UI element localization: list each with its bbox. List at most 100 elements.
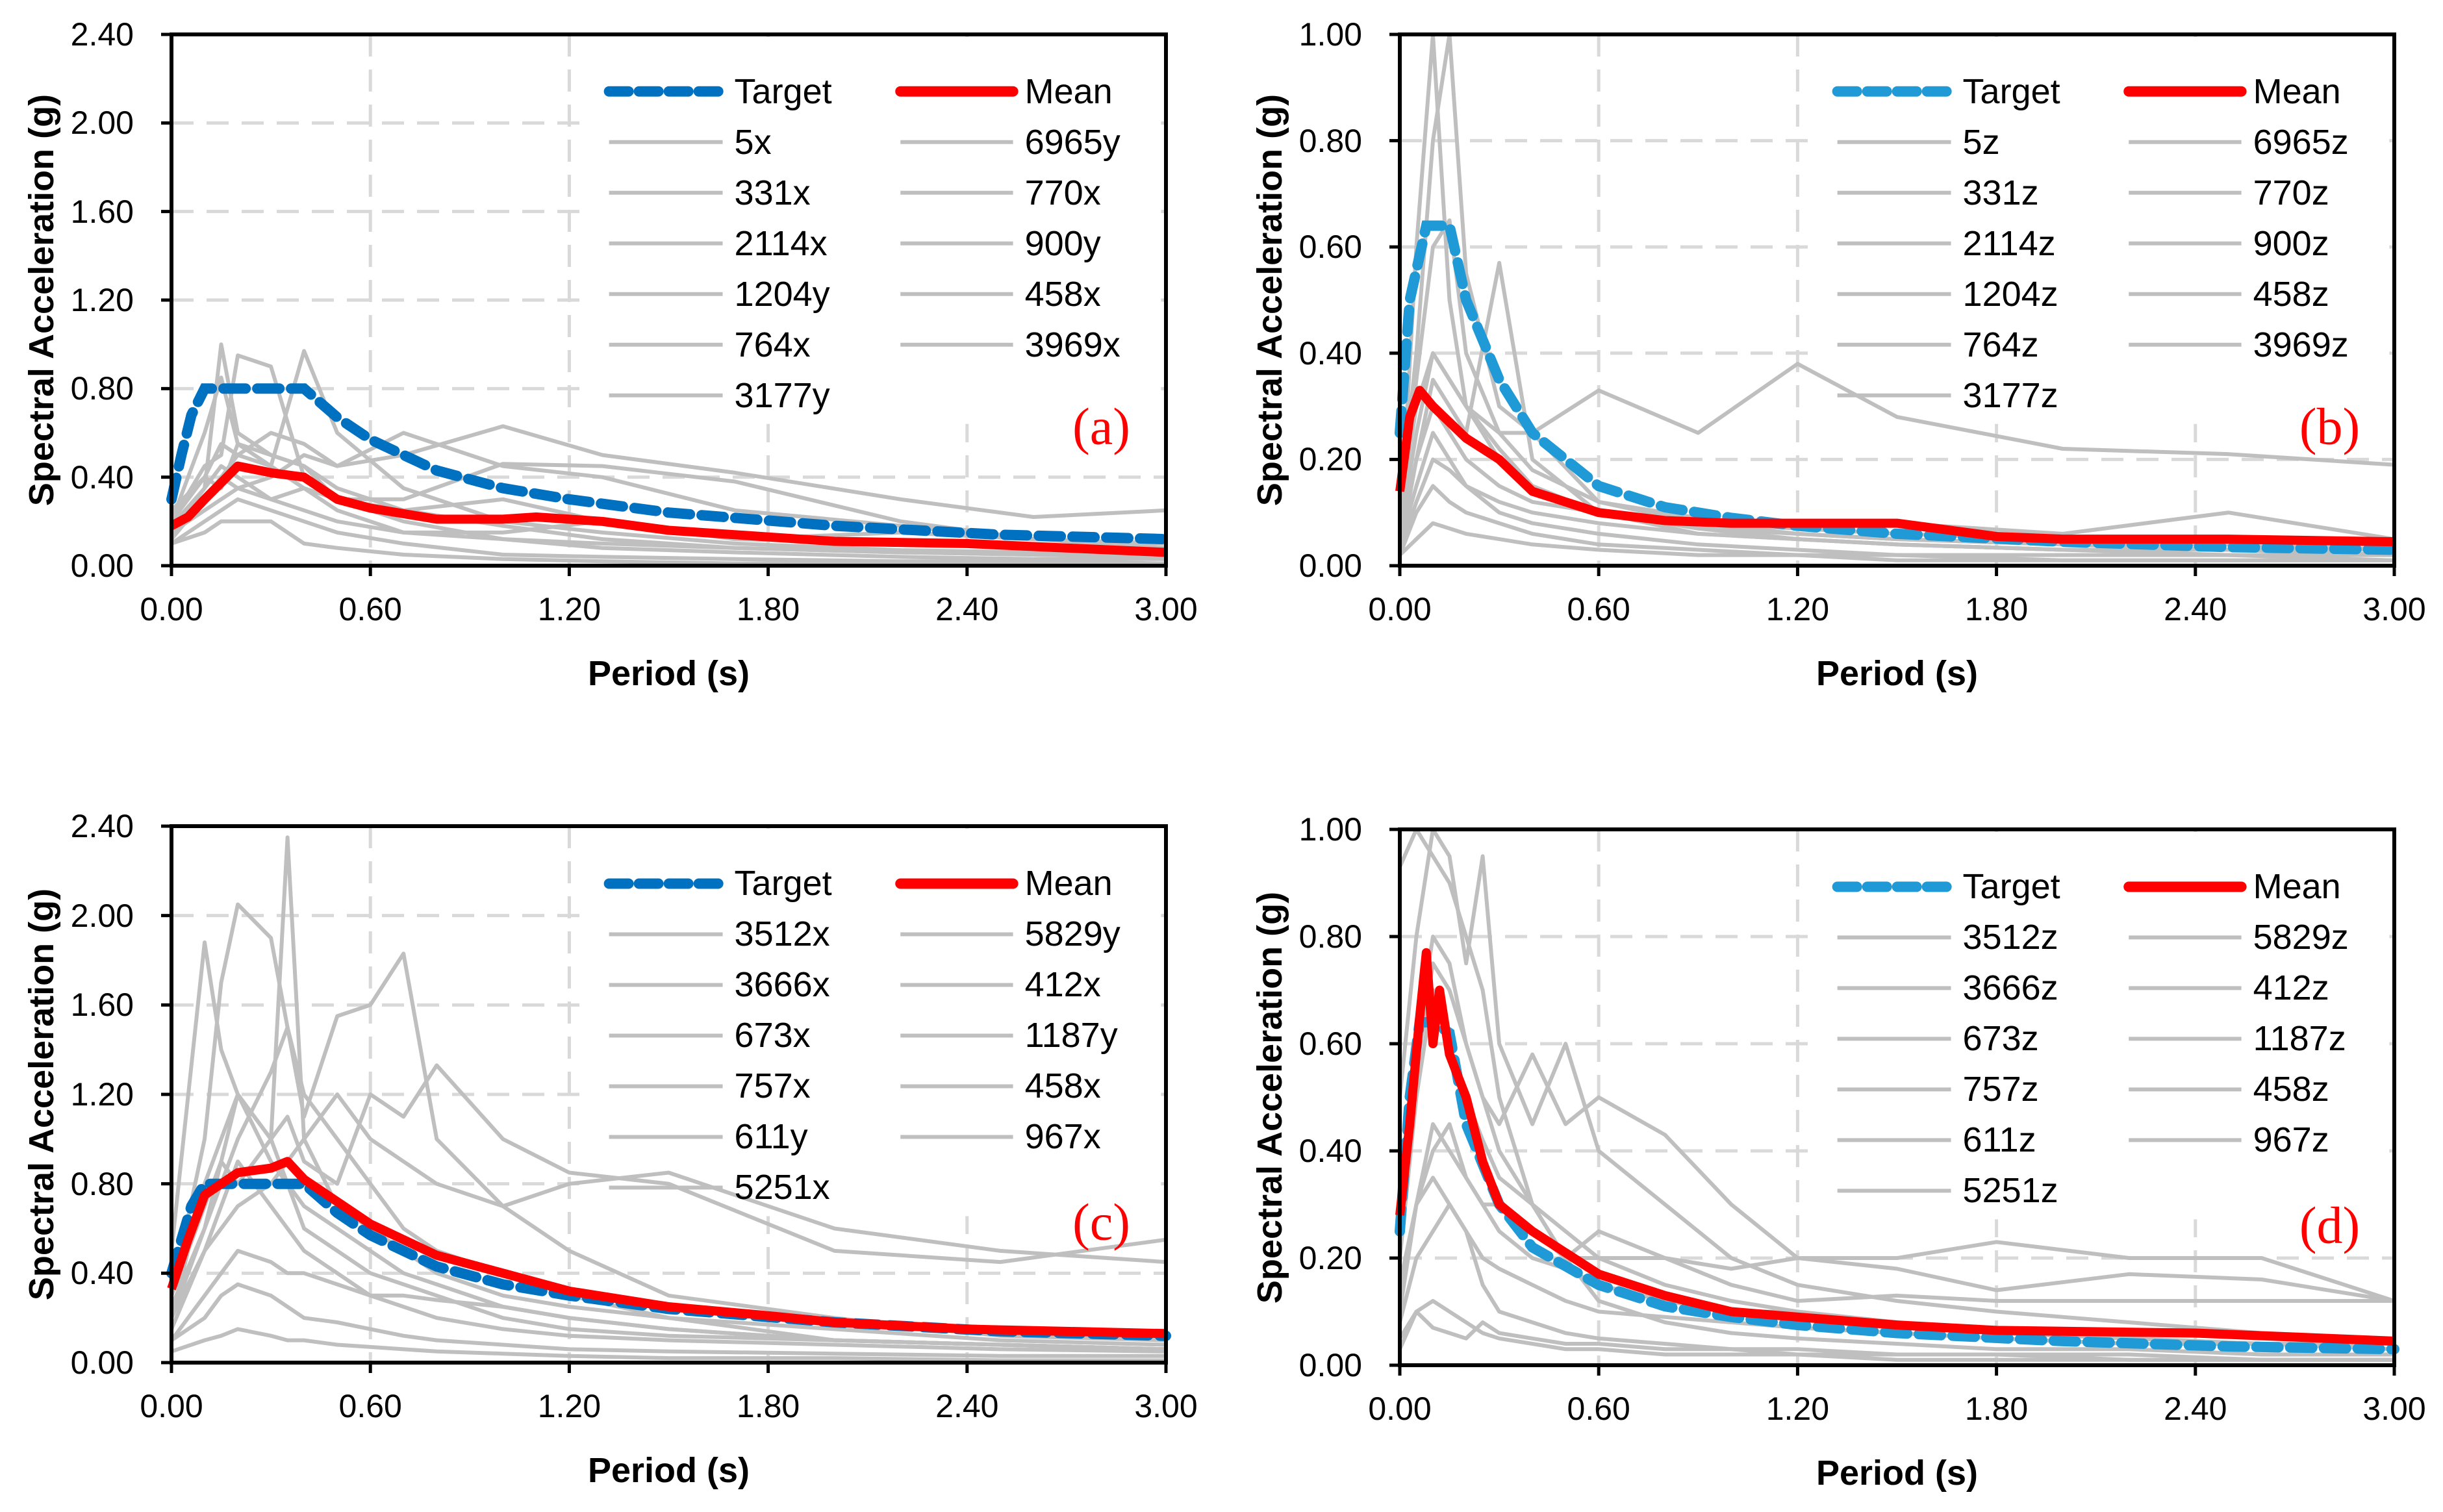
legend-label: 1187y bbox=[1024, 1016, 1118, 1055]
record-line-3177z bbox=[1398, 431, 2395, 557]
x-axis-title: Period (s) bbox=[1816, 1454, 1979, 1493]
y-tick-label: 0.00 bbox=[1298, 1347, 1362, 1383]
y-tick-label: 0.00 bbox=[1298, 548, 1362, 584]
legend-label: Target bbox=[1962, 867, 2060, 907]
x-tick-label: 2.40 bbox=[935, 1388, 999, 1424]
record-line-611y bbox=[170, 1092, 1167, 1319]
y-tick-label: 1.60 bbox=[70, 987, 134, 1024]
legend-label: Target bbox=[1962, 71, 2060, 111]
x-tick-label: 1.20 bbox=[537, 1388, 601, 1424]
x-axis-title: Period (s) bbox=[1816, 654, 1979, 693]
x-tick-label: 1.20 bbox=[537, 591, 601, 627]
x-tick-label: 1.20 bbox=[1766, 1391, 1830, 1427]
mean-spectrum-line bbox=[169, 461, 1167, 557]
legend-label: 1204z bbox=[1962, 274, 2058, 314]
legend-label: 2114x bbox=[734, 223, 828, 263]
legend-label: Mean bbox=[2253, 71, 2341, 111]
y-tick-label: 0.40 bbox=[1298, 334, 1362, 372]
legend-label: 6965z bbox=[2253, 122, 2349, 162]
panel-label: (b) bbox=[2299, 398, 2361, 456]
mean-spectrum-line bbox=[1395, 948, 2395, 1346]
record-line-673z bbox=[1398, 935, 2395, 1303]
legend-label: 458x bbox=[1024, 274, 1101, 314]
y-tick-label: 2.40 bbox=[70, 16, 134, 53]
legend-label: 673x bbox=[734, 1016, 811, 1055]
y-axis-title: Spectral Acceleration (g) bbox=[1250, 891, 1289, 1304]
y-tick-label: 1.00 bbox=[1298, 811, 1362, 848]
x-tick-label: 1.80 bbox=[736, 1388, 800, 1424]
x-tick-label: 3.00 bbox=[1134, 1388, 1198, 1424]
legend-label: 757x bbox=[734, 1066, 811, 1106]
y-tick-label: 0.60 bbox=[1298, 229, 1362, 266]
legend-label: Mean bbox=[1024, 864, 1113, 903]
y-tick-label: 2.00 bbox=[70, 897, 134, 934]
x-tick-label: 0.60 bbox=[338, 591, 402, 627]
x-tick-label: 0.00 bbox=[140, 591, 203, 627]
legend-label: 3177y bbox=[734, 375, 830, 415]
mean-spectrum-line bbox=[167, 1157, 1167, 1339]
x-tick-label: 2.40 bbox=[935, 591, 999, 627]
legend-label: 673z bbox=[1962, 1019, 2039, 1059]
legend-label: Mean bbox=[1024, 71, 1113, 111]
legend-label: 458x bbox=[1024, 1066, 1101, 1106]
target-spectrum-line bbox=[1395, 1017, 2399, 1355]
legend-label: 331x bbox=[734, 173, 811, 212]
y-tick-label: 1.20 bbox=[70, 1076, 134, 1113]
plot-area bbox=[1389, 32, 2399, 576]
record-line-458z bbox=[1398, 961, 2394, 1303]
x-tick-label: 0.60 bbox=[338, 1388, 402, 1424]
mean-spectrum-line bbox=[1395, 386, 2395, 547]
x-tick-label: 1.80 bbox=[1964, 591, 2029, 627]
legend-background bbox=[1817, 37, 2390, 424]
y-axis-title: Spectral Acceleration (g) bbox=[1250, 94, 1289, 507]
record-line-3666x bbox=[170, 902, 1167, 1347]
x-tick-label: 2.40 bbox=[2164, 1391, 2227, 1427]
legend-label: 900z bbox=[2253, 223, 2329, 263]
legend-label: 757z bbox=[1962, 1070, 2039, 1109]
x-tick-label: 3.00 bbox=[2362, 1391, 2426, 1427]
record-line-673x bbox=[170, 951, 1167, 1342]
y-tick-label: 0.80 bbox=[1298, 122, 1362, 159]
legend-label: 5x bbox=[734, 122, 772, 162]
y-tick-label: 0.80 bbox=[70, 1165, 134, 1202]
legend-label: 3666x bbox=[734, 965, 830, 1005]
y-tick-label: 1.60 bbox=[70, 193, 134, 230]
legend-label: 764z bbox=[1962, 325, 2039, 364]
y-tick-label: 1.20 bbox=[70, 282, 134, 318]
legend-label: Target bbox=[734, 864, 832, 903]
x-tick-label: 3.00 bbox=[1134, 591, 1198, 627]
record-line-1204y bbox=[170, 424, 1167, 519]
legend-label: 1187z bbox=[2253, 1019, 2346, 1059]
record-line-458x bbox=[170, 1092, 1167, 1352]
x-tick-label: 0.00 bbox=[140, 1388, 203, 1424]
x-tick-label: 0.00 bbox=[1368, 1391, 1432, 1427]
legend-label: 5829y bbox=[1024, 914, 1120, 954]
legend-label: 3666z bbox=[1962, 968, 2058, 1008]
legend-label: 458z bbox=[2253, 1070, 2329, 1109]
legend-label: 412x bbox=[1024, 965, 1101, 1005]
legend-label: 1204y bbox=[734, 274, 830, 314]
record-line-3969x bbox=[171, 519, 1166, 566]
record-line-3512z bbox=[1398, 827, 2394, 1357]
legend-label: 967x bbox=[1024, 1117, 1101, 1157]
plot-area bbox=[161, 32, 1171, 576]
legend-label: 3969x bbox=[1024, 325, 1120, 364]
legend-label: 412z bbox=[2253, 968, 2329, 1008]
legend-label: 764x bbox=[734, 325, 811, 364]
y-tick-label: 0.00 bbox=[70, 548, 134, 584]
record-line-3666z bbox=[1398, 827, 2395, 1341]
x-tick-label: 1.20 bbox=[1766, 591, 1830, 627]
chart-panel-d: 0.00 0.60 1.20 1.80 2.40 3.00 0.00 0.20 0.40 0.60… bbox=[1250, 811, 2426, 1493]
legend-background bbox=[1817, 832, 2390, 1220]
plot-area bbox=[1389, 827, 2399, 1376]
legend-label: 3512x bbox=[734, 914, 830, 954]
legend-label: 3969z bbox=[2253, 325, 2349, 364]
y-tick-label: 0.40 bbox=[70, 459, 134, 496]
target-spectrum-line bbox=[166, 383, 1171, 545]
legend-background bbox=[589, 829, 1161, 1216]
legend-label: 967z bbox=[2253, 1120, 2329, 1160]
y-tick-label: 0.20 bbox=[1298, 441, 1362, 478]
x-axis-title: Period (s) bbox=[587, 1451, 750, 1490]
legend-label: Target bbox=[734, 71, 832, 111]
record-line-967x bbox=[170, 1282, 1166, 1358]
